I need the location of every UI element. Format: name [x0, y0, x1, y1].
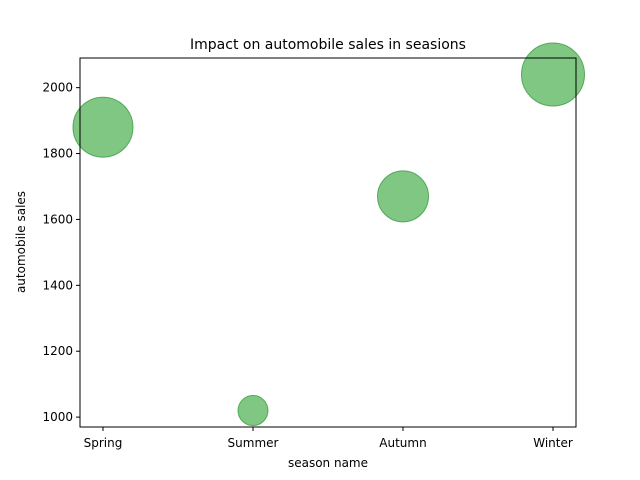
chart-title: Impact on automobile sales in seasions: [190, 37, 466, 53]
y-tick-label: 2000: [42, 81, 73, 95]
x-axis: Spring Summer Autumn Winter: [84, 427, 573, 450]
x-tick-label-autumn: Autumn: [379, 436, 426, 450]
y-tick-label: 1600: [42, 212, 73, 226]
bubble-autumn: [377, 170, 429, 223]
plot-frame: [79, 57, 577, 428]
x-tick-label-spring: Spring: [84, 436, 123, 450]
x-tick-label-summer: Summer: [228, 436, 279, 450]
y-axis-label: automobile sales: [14, 191, 28, 293]
y-tick-label: 1200: [42, 344, 73, 358]
y-axis: 1000 1200 1400 1600 1800 2000: [42, 81, 80, 424]
y-tick-label: 1000: [42, 410, 73, 424]
bubble-summer: [237, 395, 269, 427]
bubble-winter: [521, 42, 585, 107]
x-axis-label: season name: [288, 456, 368, 470]
bubble-layer: [72, 42, 585, 427]
x-tick-label-winter: Winter: [533, 436, 573, 450]
y-tick-label: 1400: [42, 278, 73, 292]
bubble-spring: [72, 96, 134, 158]
y-tick-label: 1800: [42, 147, 73, 161]
